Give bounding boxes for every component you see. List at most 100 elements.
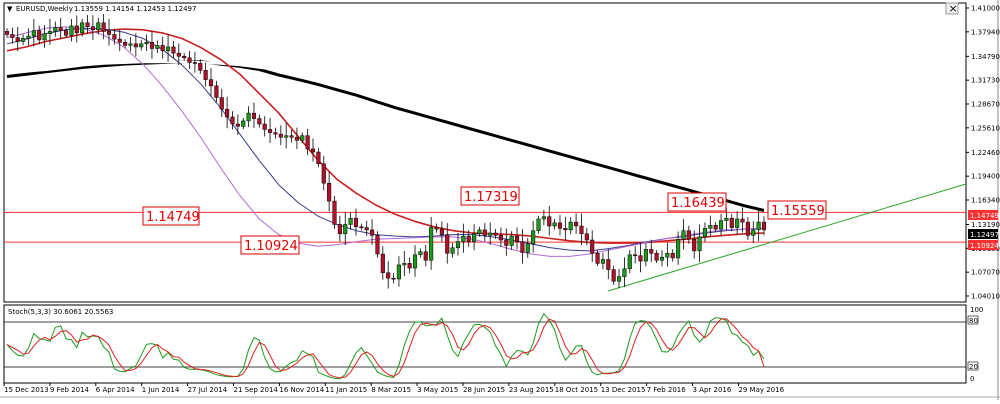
candle-body — [692, 238, 697, 252]
candle-body — [531, 230, 536, 245]
candle — [643, 243, 648, 267]
trendline-layer[interactable] — [607, 183, 967, 292]
annotation-level-1-box[interactable] — [142, 206, 200, 226]
candle — [321, 155, 326, 191]
candle — [284, 123, 289, 149]
candle — [568, 217, 573, 235]
candle — [327, 171, 332, 212]
candle — [702, 222, 707, 243]
candle — [541, 209, 546, 226]
price-tick-label: 1.16340 — [971, 197, 1000, 205]
annotation-high-2[interactable]: 1.16439 — [667, 192, 727, 212]
price-tick-label: 1.34790 — [971, 53, 1000, 61]
candle — [208, 68, 214, 97]
candle-body — [493, 232, 498, 236]
support-trendline[interactable] — [607, 183, 967, 292]
candle — [268, 117, 273, 143]
candle — [429, 216, 434, 270]
time-tick-label: 7 Feb 2016 — [647, 386, 687, 394]
candle — [235, 114, 240, 136]
candle-body — [525, 243, 530, 253]
candle-body — [219, 97, 224, 110]
dropdown-arrow-icon[interactable]: ▼ — [7, 5, 13, 13]
candle — [729, 214, 734, 232]
annotation-level-1[interactable]: 1.14749 — [142, 206, 200, 226]
candle — [47, 18, 53, 45]
candle-body — [745, 221, 750, 236]
candle-body — [64, 30, 69, 36]
candle-body — [166, 46, 171, 52]
candle — [686, 225, 691, 244]
candle — [536, 215, 541, 234]
candle — [504, 228, 509, 256]
candle-body — [466, 235, 471, 242]
candle — [455, 232, 461, 256]
time-tick-label: 3 Apr 2016 — [693, 386, 732, 394]
close-icon[interactable]: × — [949, 2, 958, 15]
stoch-level-80-text: 80 — [969, 317, 978, 325]
candle-body — [751, 229, 756, 236]
candle — [316, 147, 321, 168]
candle-body — [4, 31, 10, 35]
candle — [627, 249, 632, 274]
time-tick-label: 16 Nov 2014 — [279, 386, 324, 394]
close-button-box[interactable] — [945, 2, 959, 15]
moving-average-lines — [6, 26, 765, 257]
candle-body — [85, 22, 90, 27]
candle-body — [310, 148, 316, 153]
candle — [289, 129, 294, 143]
candle — [4, 28, 10, 38]
annotation-high-2-box[interactable] — [667, 192, 727, 212]
candle — [654, 250, 659, 264]
stochastic-panel[interactable] — [3, 304, 967, 384]
candle-body — [176, 52, 181, 57]
candle — [681, 219, 686, 250]
candle-body — [117, 38, 122, 43]
annotation-high-3[interactable]: 1.15559 — [767, 200, 827, 220]
stoch-signal-line — [6, 318, 765, 379]
price-tick-label: 1.31730 — [971, 77, 1000, 85]
candle — [751, 221, 756, 244]
candle-body — [439, 228, 444, 235]
price-tick-label: 1.07070 — [971, 269, 1000, 277]
candle-body — [611, 269, 616, 282]
candle-body — [316, 151, 321, 164]
candle — [21, 34, 26, 46]
level-tag-1-bg — [968, 210, 998, 220]
annotation-level-2[interactable]: 1.10924 — [240, 235, 300, 255]
candle-body — [579, 225, 584, 235]
price-tick-label: 1.25610 — [971, 124, 1000, 132]
candle-body — [53, 27, 58, 32]
close-chart-button[interactable]: × — [945, 2, 959, 15]
candle-body — [353, 217, 359, 228]
annotation-high-1[interactable]: 1.17319 — [460, 186, 520, 206]
price-tick-label: 1.41000 — [971, 5, 1000, 13]
candle — [359, 223, 364, 231]
candle — [735, 211, 740, 235]
candle — [756, 209, 761, 242]
candle-body — [112, 34, 117, 40]
price-tick-label: 1.22460 — [971, 149, 1000, 157]
annotation-level-2-box[interactable] — [240, 235, 300, 255]
candle — [251, 102, 257, 129]
candle-body — [133, 43, 138, 48]
candle-body — [47, 31, 53, 34]
candle-body — [96, 22, 101, 31]
candle — [531, 221, 536, 253]
candle-body — [713, 224, 718, 230]
candle — [192, 51, 197, 73]
time-tick-label: 15 Dec 2013 — [4, 386, 49, 394]
candle-body — [574, 221, 579, 227]
candle-body — [284, 135, 289, 138]
candle-body — [702, 228, 707, 238]
annotation-high-3-box[interactable] — [767, 200, 827, 220]
candle-body — [455, 241, 461, 249]
candle-body — [627, 254, 632, 270]
candle-body — [756, 221, 761, 231]
candle-body — [600, 259, 605, 264]
candle — [37, 25, 42, 45]
annotation-high-1-box[interactable] — [460, 186, 520, 206]
candle-body — [90, 26, 95, 31]
